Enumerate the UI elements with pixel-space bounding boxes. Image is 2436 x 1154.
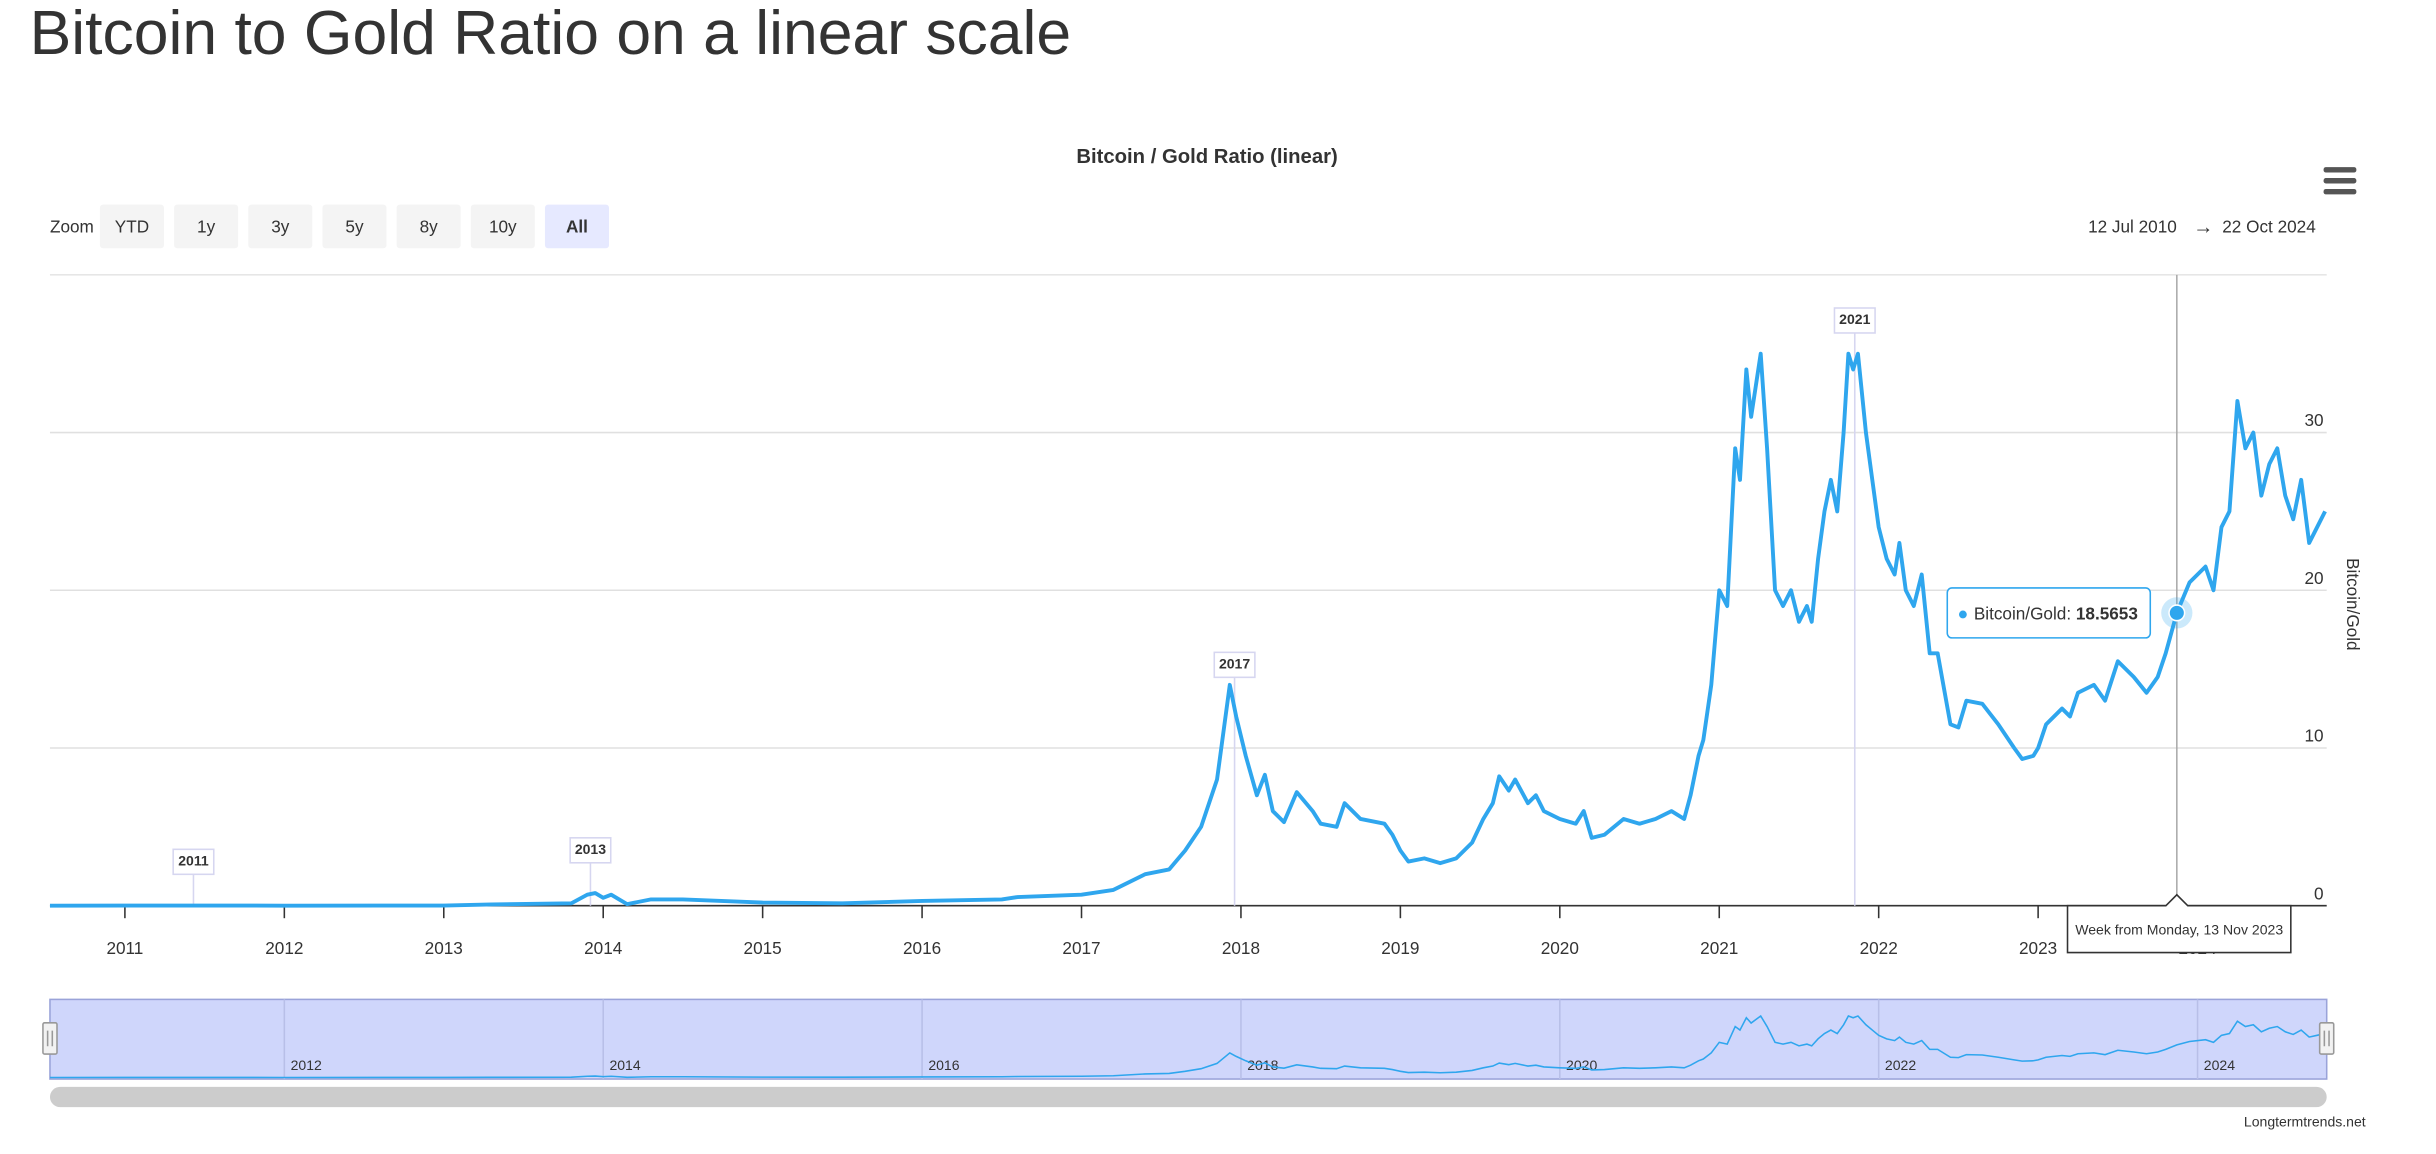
x-tick-label: 2023 <box>2019 938 2057 958</box>
zoom-button-label[interactable]: All <box>566 217 588 237</box>
navigator-line <box>49 1014 2326 1079</box>
chart-title: Bitcoin / Gold Ratio (linear) <box>1076 146 1337 168</box>
x-tick-label: 2014 <box>584 938 623 958</box>
navigator-handle[interactable] <box>2318 1022 2335 1055</box>
annotation-label: 2017 <box>1219 656 1250 672</box>
range-to[interactable]: 22 Oct 2024 <box>2222 217 2316 237</box>
zoom-button[interactable] <box>470 204 535 249</box>
series-line <box>49 351 2327 908</box>
hover-point <box>2168 604 2186 622</box>
zoom-label: Zoom <box>50 217 94 237</box>
x-tick-label: 2016 <box>903 938 941 958</box>
range-from[interactable]: 12 Jul 2010 <box>2088 217 2177 237</box>
zoom-button[interactable] <box>396 204 461 249</box>
navigator-tick-label: 2024 <box>2204 1057 2235 1073</box>
zoom-button-label[interactable]: 8y <box>420 217 439 237</box>
navigator-tick-label: 2018 <box>1247 1057 1278 1073</box>
menu-bar <box>2323 188 2357 195</box>
tooltip-colon: : <box>2066 603 2076 623</box>
annotation-flag <box>569 837 612 864</box>
credit: Longtermtrends.net <box>2244 1113 2366 1129</box>
y-tick-label: 20 <box>2304 568 2323 588</box>
page-heading: Bitcoin to Gold Ratio on a linear scale <box>30 0 1071 68</box>
annotation-label: 2013 <box>575 841 606 857</box>
navigator-handle[interactable] <box>42 1022 58 1055</box>
navigator-tick-label: 2016 <box>928 1057 959 1073</box>
x-tick-label: 2011 <box>106 938 143 958</box>
date-tooltip-label: Week from Monday, 13 Nov 2023 <box>2075 921 2283 937</box>
x-tick-label: 2020 <box>1541 938 1579 958</box>
annotation-label: 2021 <box>1839 311 1870 327</box>
zoom-button[interactable] <box>322 204 387 249</box>
y-tick-label: 10 <box>2304 726 2323 746</box>
menu-bar <box>2323 178 2357 184</box>
annotation-flag <box>1213 651 1256 679</box>
menu-bar <box>2323 167 2357 173</box>
zoom-button-label[interactable]: 3y <box>271 217 290 237</box>
tooltip-dot <box>1958 610 1967 619</box>
x-tick-label: 2013 <box>425 938 463 958</box>
range-separator: → <box>2193 216 2213 238</box>
zoom-button[interactable] <box>544 204 609 249</box>
tooltip-series-name: Bitcoin/Gold <box>1974 603 2067 623</box>
annotation-flag <box>172 848 215 876</box>
navigator-bg <box>49 998 2328 1080</box>
zoom-button-label[interactable]: 10y <box>489 217 517 237</box>
zoom-button[interactable] <box>99 204 164 249</box>
zoom-button-label[interactable]: YTD <box>115 217 149 237</box>
navigator-tick-label: 2022 <box>1885 1057 1916 1073</box>
tooltip-box <box>1946 587 2152 639</box>
x-tick-label: 2018 <box>1222 938 1260 958</box>
x-tick-label: 2015 <box>744 938 782 958</box>
annotation-label: 2011 <box>178 853 209 869</box>
y-axis-label: Bitcoin/Gold <box>2343 558 2363 651</box>
y-tick-label: 30 <box>2304 410 2323 430</box>
navigator-tick-label: 2014 <box>609 1057 640 1073</box>
zoom-button-label[interactable]: 5y <box>345 217 364 237</box>
x-tick-label: 2022 <box>1860 938 1898 958</box>
zoom-button[interactable] <box>248 204 313 249</box>
date-tooltip-box <box>2066 893 2292 954</box>
annotation-flag <box>1833 307 1876 334</box>
menu-icon[interactable] <box>2323 167 2357 195</box>
tooltip-text: Bitcoin/Gold: 18.5653 <box>1974 603 2138 623</box>
y-tick-label: 0 <box>2314 883 2324 903</box>
x-tick-label: 2019 <box>1381 938 1419 958</box>
zoom-button[interactable] <box>174 204 239 249</box>
zoom-button-label[interactable]: 1y <box>197 217 216 237</box>
x-tick-label: 2021 <box>1700 938 1738 958</box>
navigator-tick-label: 2012 <box>291 1057 322 1073</box>
navigator-tick-label: 2020 <box>1566 1057 1597 1073</box>
x-tick-label: 2012 <box>265 938 303 958</box>
tooltip-value: 18.5653 <box>2076 603 2138 623</box>
x-tick-label: 2017 <box>1062 938 1100 958</box>
scrollbar[interactable] <box>49 1086 2327 1108</box>
